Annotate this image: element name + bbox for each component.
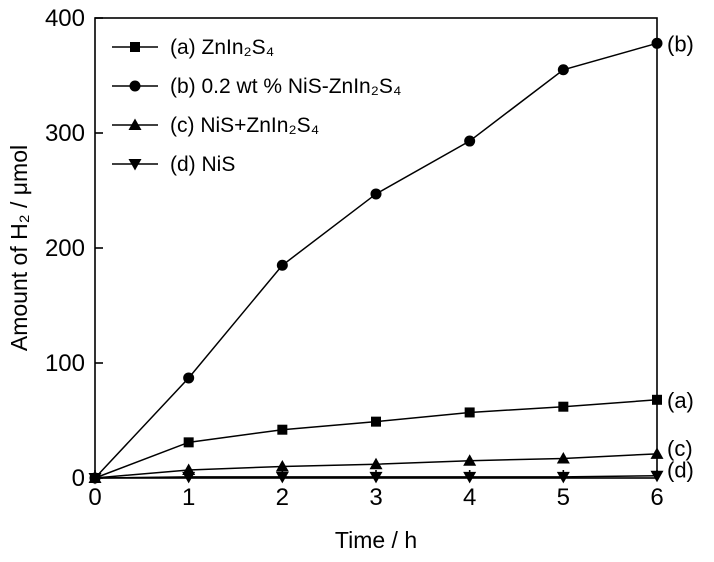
data-point-marker (463, 471, 477, 484)
data-point-marker (652, 394, 662, 405)
data-point-marker (650, 470, 664, 483)
y-axis-title: Amount of H₂ / μmol (6, 145, 32, 351)
data-point-marker (464, 135, 476, 147)
legend-item: (a) ZnIn₂S₄ (112, 36, 274, 59)
data-point-marker (275, 471, 289, 484)
data-point-marker (651, 37, 663, 49)
legend-label: (d) NiS (170, 153, 235, 176)
data-point-marker (463, 454, 477, 466)
series-b: (b) (89, 31, 694, 484)
data-point-marker (183, 437, 194, 448)
series-line (94, 42, 658, 479)
y-tick-label: 0 (72, 465, 85, 492)
x-tick-label: 6 (650, 484, 663, 511)
x-tick-label: 3 (369, 484, 382, 511)
y-tick-label: 100 (45, 350, 85, 377)
end-label-a: (a) (667, 388, 694, 413)
data-point-marker (370, 188, 382, 200)
data-point-marker (369, 457, 383, 470)
x-tick-label: 2 (276, 484, 289, 511)
data-point-marker (277, 424, 288, 435)
legend-item: (d) NiS (112, 153, 235, 176)
data-point-marker (371, 416, 381, 427)
y-tick-label: 200 (45, 235, 85, 262)
data-point-marker (88, 473, 102, 485)
end-label-d: (d) (667, 458, 694, 483)
data-point-marker (182, 471, 196, 484)
legend-label: (a) ZnIn₂S₄ (170, 36, 274, 59)
x-axis-title: Time / h (335, 527, 417, 553)
data-point-marker (276, 259, 288, 271)
data-point-marker (369, 471, 383, 484)
x-tick-label: 4 (463, 484, 476, 511)
data-point-marker (650, 447, 664, 459)
end-label-c: (c) (667, 436, 693, 461)
data-point-marker (464, 407, 475, 418)
legend-marker (128, 118, 142, 130)
legend-item: (b) 0.2 wt % NiS-ZnIn₂S₄ (112, 75, 401, 98)
y-tick-label: 400 (45, 5, 85, 32)
data-point-marker (557, 64, 569, 76)
legend-item: (c) NiS+ZnIn₂S₄ (112, 114, 319, 137)
legend: (a) ZnIn₂S₄ (b) 0.2 wt % NiS-ZnIn₂S₄ (c) N… (112, 36, 401, 176)
legend-marker (129, 80, 141, 92)
legend-marker (130, 42, 140, 52)
data-point-marker (183, 372, 195, 384)
legend-label: (b) 0.2 wt % NiS-ZnIn₂S₄ (170, 75, 401, 98)
series-d: (d) (88, 458, 694, 485)
series-a: (a) (90, 388, 694, 483)
x-tick-label: 5 (557, 484, 570, 511)
y-tick-label: 300 (45, 120, 85, 147)
legend-marker (128, 159, 142, 171)
data-point-marker (556, 471, 570, 484)
data-point-marker (275, 460, 289, 472)
data-point-marker (558, 401, 569, 412)
x-tick-label: 0 (88, 484, 101, 511)
x-tick-label: 1 (182, 484, 195, 511)
legend-label: (c) NiS+ZnIn₂S₄ (170, 114, 319, 137)
end-label-b: (b) (667, 31, 694, 56)
data-point-marker (556, 451, 570, 464)
